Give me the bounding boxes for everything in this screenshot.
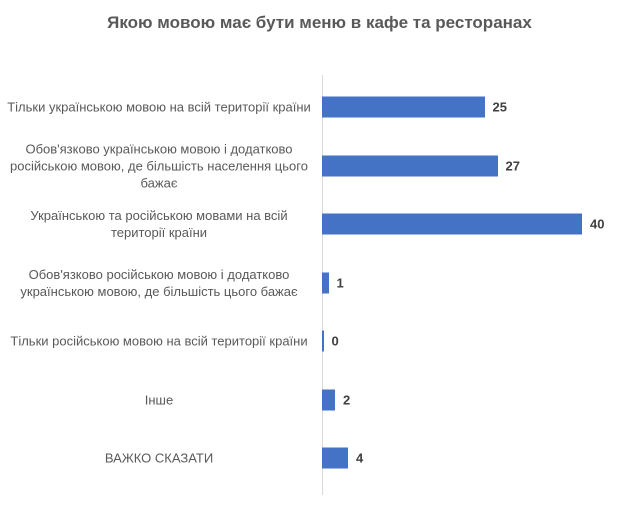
category-label: ВАЖКО СКАЗАТИ xyxy=(104,450,214,466)
bar xyxy=(322,155,498,176)
bar xyxy=(322,96,485,118)
category-label: Тільки російською мовою на всій територі… xyxy=(10,333,308,349)
category-label: Обов'язково російською мовою і додатково… xyxy=(20,266,298,299)
category-label: Інше xyxy=(144,392,174,407)
bar xyxy=(322,213,582,235)
data-label: 25 xyxy=(492,99,507,115)
bar xyxy=(322,330,324,352)
bar xyxy=(322,272,329,293)
data-label: 0 xyxy=(331,333,339,349)
data-label: 1 xyxy=(336,275,344,290)
bar xyxy=(322,447,348,469)
data-label: 27 xyxy=(505,158,520,173)
data-label: 2 xyxy=(343,392,351,407)
chart-title: Якою мовою має бути меню в кафе та ресто… xyxy=(107,13,532,32)
category-label: Тільки українською мовою на всій територ… xyxy=(7,99,311,115)
data-label: 4 xyxy=(356,450,364,466)
data-label: 40 xyxy=(590,216,605,232)
category-label: Обов'язково українською мовою і додатков… xyxy=(10,141,308,190)
category-label: Українською та російською мовами на всій… xyxy=(30,208,288,240)
bar xyxy=(322,389,335,410)
